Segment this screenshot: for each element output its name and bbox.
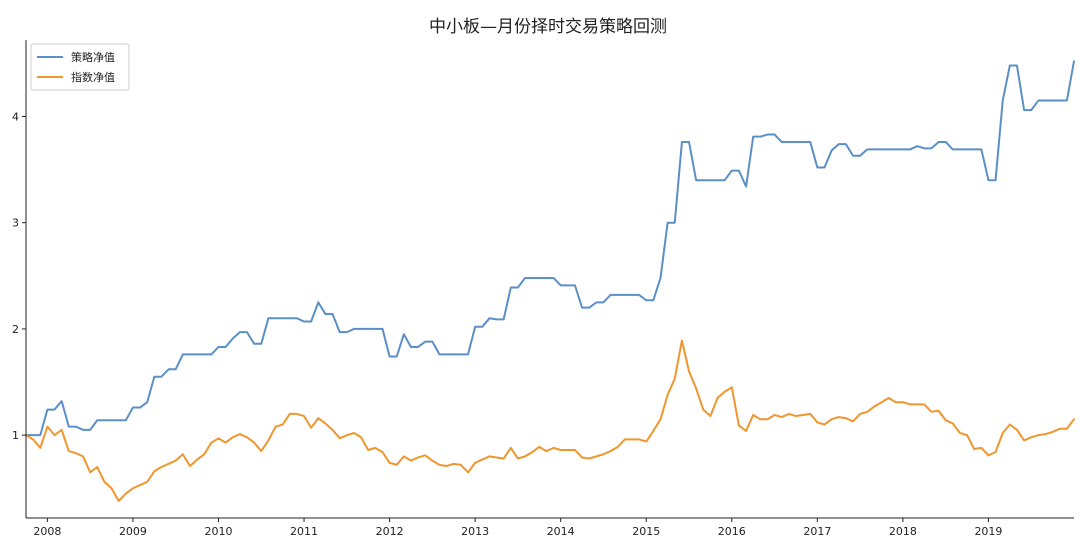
series-line-strategy <box>25 60 1075 437</box>
x-tick-label: 2009 <box>119 525 147 538</box>
y-tick-label: 1 <box>12 429 19 442</box>
x-tick-label: 2014 <box>547 525 575 538</box>
x-tick-label: 2015 <box>632 525 660 538</box>
x-tick-label: 2013 <box>461 525 489 538</box>
legend-label-index: 指数净值 <box>71 70 115 84</box>
y-tick-label: 4 <box>12 110 19 123</box>
y-tick-label: 2 <box>12 323 19 336</box>
x-tick-label: 2008 <box>33 525 61 538</box>
x-tick-label: 2010 <box>204 525 232 538</box>
x-tick-label: 2016 <box>718 525 746 538</box>
x-tick-label: 2012 <box>376 525 404 538</box>
legend-box <box>30 43 130 91</box>
x-axis-ticks: 2008 2009 2010 2011 2012 2013 2014 2015 2016 2017… <box>33 518 1002 538</box>
x-tick-label: 2017 <box>803 525 831 538</box>
plot-area <box>25 60 1075 502</box>
x-tick-label: 2019 <box>974 525 1002 538</box>
legend: 策略净值 指数净值 <box>30 43 130 91</box>
legend-label-strategy: 策略净值 <box>71 50 115 64</box>
x-tick-label: 2011 <box>290 525 318 538</box>
y-tick-label: 3 <box>12 217 19 230</box>
series-line-index <box>25 339 1075 502</box>
chart-title: 中小板—月份择时交易策略回测 <box>429 17 667 37</box>
x-tick-label: 2018 <box>889 525 917 538</box>
y-axis-ticks: 1 2 3 4 <box>12 110 26 442</box>
